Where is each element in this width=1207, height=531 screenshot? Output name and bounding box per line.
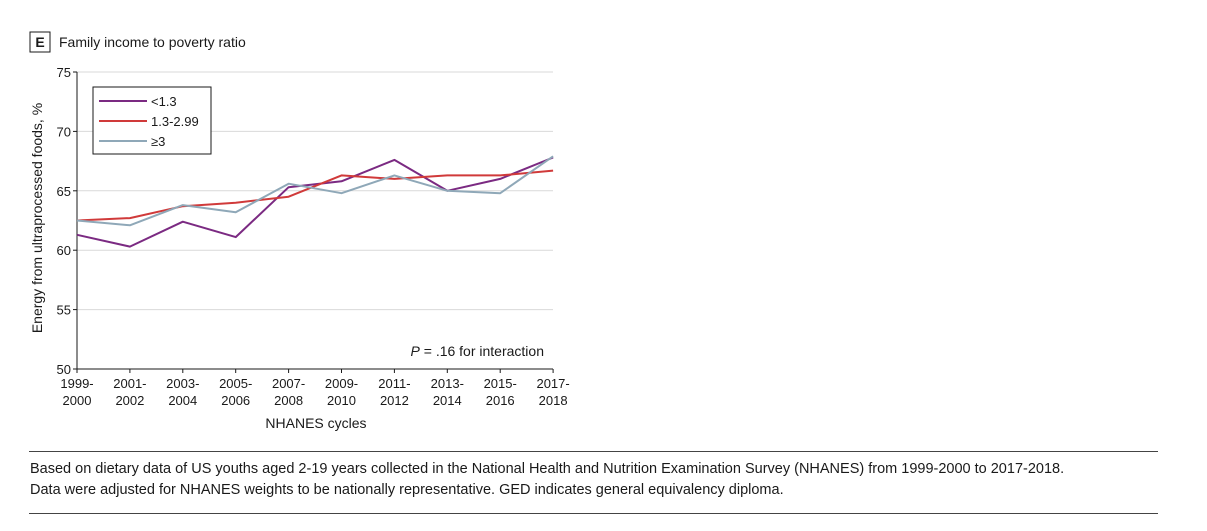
series-line-1 [76,169,554,222]
x-tick-label-line: 2003- [166,376,199,391]
footnote-bottom-rule [29,513,1158,514]
series-line-0 [76,156,554,248]
x-tick-label-line: 2004 [168,393,197,408]
y-tick-label: 55 [57,303,71,318]
x-tick-label: 2009- 2010 [325,376,358,408]
x-ticks: 1999- 2000 2001- 2002 2003- 2004 2005- 2006 2007… [60,369,570,408]
x-tick-label: 2011- 2012 [378,376,410,408]
x-tick-label-line: 2006 [221,393,250,408]
legend: <1.3 1.3-2.99 ≥3 [92,86,212,155]
x-tick-label: 2005- 2006 [219,376,252,408]
line-chart: E Family income to poverty ratio 50 55 60 6… [29,31,570,431]
series-lines [76,155,554,248]
x-tick-label-line: 2007- [272,376,305,391]
x-tick-label-line: 2009- [325,376,358,391]
y-tick-label: 70 [57,124,71,139]
y-axis-title: Energy from ultraprocessed foods, % [29,103,45,333]
legend-label: 1.3-2.99 [151,114,199,129]
footnote-top-rule [29,451,1158,452]
p-value-text: = .16 for interaction [420,343,544,359]
x-tick-label: 1999- 2000 [60,376,93,408]
x-tick-label: 2007- 2008 [272,376,305,408]
x-tick-label-line: 1999- [60,376,93,391]
chart-title: Family income to poverty ratio [59,34,246,50]
footnote-line-1: Based on dietary data of US youths aged … [30,461,1065,477]
series-line-2 [76,155,554,227]
x-tick-label: 2017- 2018 [536,376,569,408]
x-tick-label-line: 2010 [327,393,356,408]
legend-label: <1.3 [151,94,177,109]
x-tick-label-line: 2001- [113,376,146,391]
y-tick-label: 75 [57,65,71,80]
x-tick-label: 2015- 2016 [484,376,517,408]
x-tick-label-line: 2018 [539,393,568,408]
y-tick-label: 65 [57,184,71,199]
x-tick-label-line: 2017- [536,376,569,391]
x-tick-label-line: 2011- [378,376,410,391]
panel-letter: E [35,34,44,50]
x-tick-label-line: 2000 [63,393,92,408]
x-tick-label-line: 2002 [115,393,144,408]
y-tick-label: 60 [57,243,71,258]
footnote-line-2: Data were adjusted for NHANES weights to… [30,482,784,498]
x-tick-label-line: 2012 [380,393,409,408]
x-tick-label-line: 2014 [433,393,462,408]
y-ticks: 50 55 60 65 70 75 [57,65,77,377]
x-tick-label: 2013- 2014 [431,376,464,408]
panel-letter-box [29,31,51,53]
x-tick-label-line: 2016 [486,393,515,408]
x-tick-label: 2003- 2004 [166,376,199,408]
p-symbol: P [411,343,421,359]
x-tick-label-line: 2008 [274,393,303,408]
x-tick-label-line: 2015- [484,376,517,391]
y-tick-label: 50 [57,362,71,377]
panel-label: E Family income to poverty ratio [29,31,246,53]
x-axis-title: NHANES cycles [265,415,366,431]
legend-label: ≥3 [151,134,165,149]
x-tick-label-line: 2005- [219,376,252,391]
x-tick-label-line: 2013- [431,376,464,391]
interaction-p-value: P = .16 for interaction [411,343,544,359]
x-tick-label: 2001- 2002 [113,376,146,408]
footnote: Based on dietary data of US youths aged … [30,459,1150,501]
